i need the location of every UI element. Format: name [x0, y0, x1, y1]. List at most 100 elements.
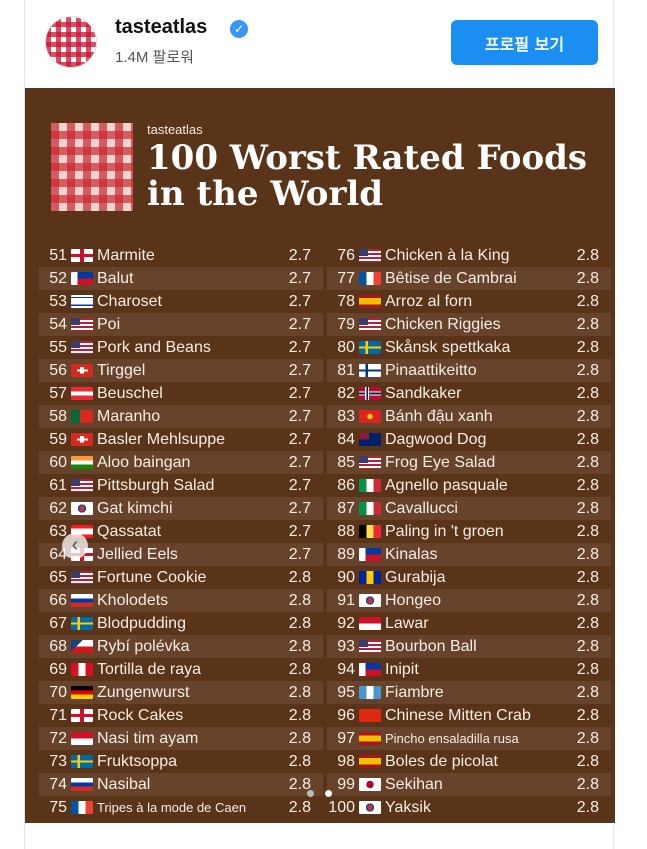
- rank-number: 77: [337, 270, 355, 287]
- food-score: 2.8: [576, 293, 599, 310]
- ranking-row: 86 Agnello pasquale 2.8: [327, 474, 611, 497]
- rank-number: 58: [49, 408, 67, 425]
- food-name: Paling in 't groen: [385, 523, 504, 540]
- food-name: Boles de picolat: [385, 753, 498, 770]
- poster-brand: tasteatlas: [147, 122, 203, 137]
- food-name: Bourbon Ball: [385, 638, 477, 655]
- flag-icon: [359, 364, 381, 377]
- flag-icon: [71, 663, 93, 676]
- flag-icon: [359, 456, 381, 469]
- flag-icon: [359, 709, 381, 722]
- food-score: 2.8: [576, 454, 599, 471]
- ranking-row: 80 Skånsk spettkaka 2.8: [327, 336, 611, 359]
- food-score: 2.7: [288, 385, 311, 402]
- food-name: Kinalas: [385, 546, 438, 563]
- flag-icon: [71, 364, 93, 377]
- food-name: Chicken à la King: [385, 247, 510, 264]
- avatar[interactable]: [45, 16, 97, 68]
- food-name: Tortilla de raya: [97, 661, 202, 678]
- food-score: 2.8: [576, 408, 599, 425]
- carousel-dot[interactable]: [307, 790, 314, 797]
- rank-number: 67: [49, 615, 67, 632]
- ranking-row: 81 Pinaattikeitto 2.8: [327, 359, 611, 382]
- rank-number: 68: [49, 638, 67, 655]
- food-name: Inipit: [385, 661, 419, 678]
- flag-icon: [359, 387, 381, 400]
- food-score: 2.7: [288, 362, 311, 379]
- flag-icon: [359, 318, 381, 331]
- food-name: Dagwood Dog: [385, 431, 487, 448]
- ranking-row: 60 Aloo baingan 2.7: [39, 451, 323, 474]
- rank-number: 78: [337, 293, 355, 310]
- carousel-dot-active[interactable]: [325, 790, 332, 797]
- flag-icon: [71, 778, 93, 791]
- ranking-row: 85 Frog Eye Salad 2.8: [327, 451, 611, 474]
- rank-number: 82: [337, 385, 355, 402]
- rank-number: 97: [337, 730, 355, 747]
- rank-number: 63: [49, 523, 67, 540]
- ranking-row: 69 Tortilla de raya 2.8: [39, 658, 323, 681]
- rank-number: 61: [49, 477, 67, 494]
- flag-icon: [359, 778, 381, 791]
- flag-icon: [71, 686, 93, 699]
- rank-number: 57: [49, 385, 67, 402]
- ranking-row: 89 Kinalas 2.8: [327, 543, 611, 566]
- ranking-list-left: 51 Marmite 2.7 52 Balut 2.7 53 Charoset 2.7 54 Poi…: [39, 244, 323, 819]
- food-score: 2.8: [288, 684, 311, 701]
- food-name: Frog Eye Salad: [385, 454, 496, 471]
- rank-number: 91: [337, 592, 355, 609]
- ranking-row: 87 Cavallucci 2.8: [327, 497, 611, 520]
- food-name: Pinaattikeitto: [385, 362, 477, 379]
- food-score: 2.7: [288, 270, 311, 287]
- food-score: 2.8: [576, 661, 599, 678]
- username[interactable]: tasteatlas: [115, 16, 208, 38]
- food-name: Jellied Eels: [97, 546, 178, 563]
- flag-icon: [71, 594, 93, 607]
- food-score: 2.7: [288, 546, 311, 563]
- food-name: Agnello pasquale: [385, 477, 508, 494]
- ranking-row: 56 Tirggel 2.7: [39, 359, 323, 382]
- rank-number: 86: [337, 477, 355, 494]
- flag-icon: [359, 663, 381, 676]
- flag-icon: [71, 456, 93, 469]
- food-score: 2.7: [288, 339, 311, 356]
- food-score: 2.8: [576, 247, 599, 264]
- rank-number: 74: [49, 776, 67, 793]
- view-profile-button[interactable]: 프로필 보기: [451, 20, 598, 65]
- chevron-left-icon: ‹: [71, 534, 79, 556]
- food-score: 2.7: [288, 523, 311, 540]
- post-frame: tasteatlas ✓ 1.4M 팔로워 프로필 보기 tasteatlas …: [24, 0, 615, 849]
- flag-icon: [359, 732, 381, 745]
- food-name: Beuschel: [97, 385, 163, 402]
- food-score: 2.8: [576, 684, 599, 701]
- food-name: Blodpudding: [97, 615, 186, 632]
- food-score: 2.8: [288, 638, 311, 655]
- food-name: Tripes à la mode de Caen: [97, 800, 247, 815]
- rank-number: 66: [49, 592, 67, 609]
- checkered-logo-icon: [51, 123, 133, 211]
- ranking-row: 92 Lawar 2.8: [327, 612, 611, 635]
- ranking-row: 58 Maranho 2.7: [39, 405, 323, 428]
- food-score: 2.8: [576, 431, 599, 448]
- food-score: 2.8: [576, 753, 599, 770]
- food-score: 2.8: [576, 500, 599, 517]
- rank-number: 81: [337, 362, 355, 379]
- rank-number: 95: [337, 684, 355, 701]
- food-name: Balut: [97, 270, 134, 287]
- ranking-row: 71 Rock Cakes 2.8: [39, 704, 323, 727]
- carousel-prev-button[interactable]: ‹: [62, 533, 88, 559]
- rank-number: 88: [337, 523, 355, 540]
- rank-number: 89: [337, 546, 355, 563]
- ranking-row: 51 Marmite 2.7: [39, 244, 323, 267]
- rank-number: 59: [49, 431, 67, 448]
- rank-number: 75: [49, 799, 67, 816]
- post-image[interactable]: tasteatlas 100 Worst Rated Foods in the …: [25, 88, 615, 823]
- ranking-row: 100 Yaksik 2.8: [327, 796, 611, 819]
- food-score: 2.7: [288, 408, 311, 425]
- rank-number: 72: [49, 730, 67, 747]
- rank-number: 54: [49, 316, 67, 333]
- food-score: 2.8: [288, 799, 311, 816]
- flag-icon: [71, 295, 93, 308]
- flag-icon: [359, 617, 381, 630]
- ranking-list-right: 76 Chicken à la King 2.8 77 Bêtise de Cambra…: [327, 244, 611, 819]
